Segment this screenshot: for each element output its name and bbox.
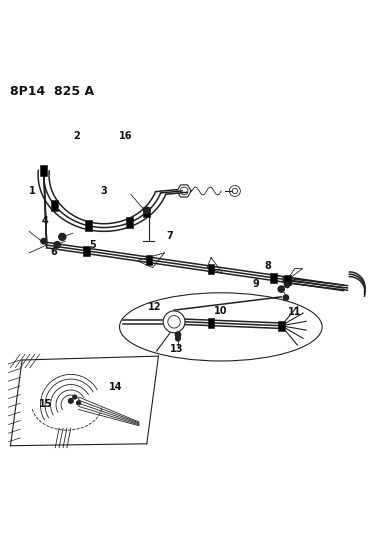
Text: 11: 11: [288, 308, 301, 318]
Text: 15: 15: [39, 399, 52, 409]
Bar: [208, 264, 214, 274]
Bar: [270, 273, 276, 283]
Bar: [208, 318, 214, 328]
Text: 16: 16: [118, 131, 132, 141]
Circle shape: [68, 399, 73, 403]
Circle shape: [232, 188, 238, 193]
Circle shape: [41, 238, 46, 244]
Bar: [278, 321, 285, 331]
Circle shape: [77, 401, 81, 405]
Text: 8P14  825 A: 8P14 825 A: [11, 85, 95, 98]
Text: 9: 9: [253, 279, 259, 289]
Circle shape: [230, 185, 240, 197]
Circle shape: [278, 286, 284, 292]
Text: 14: 14: [109, 382, 122, 392]
Circle shape: [73, 395, 77, 399]
Circle shape: [143, 207, 150, 213]
Circle shape: [175, 332, 181, 337]
Bar: [126, 217, 133, 228]
Bar: [51, 200, 58, 211]
Text: 6: 6: [50, 247, 57, 257]
Text: 12: 12: [148, 302, 161, 312]
Bar: [145, 255, 152, 265]
Circle shape: [168, 316, 180, 328]
Circle shape: [283, 295, 289, 301]
Text: 3: 3: [100, 187, 107, 196]
Text: 5: 5: [89, 240, 96, 250]
Bar: [283, 275, 291, 285]
Text: 10: 10: [214, 306, 228, 316]
Text: 2: 2: [73, 131, 80, 141]
Circle shape: [54, 241, 60, 248]
Circle shape: [180, 187, 188, 195]
Circle shape: [176, 336, 180, 341]
Bar: [85, 220, 92, 231]
Circle shape: [59, 233, 66, 240]
Bar: [40, 165, 47, 176]
Text: 7: 7: [167, 231, 174, 241]
Circle shape: [163, 311, 185, 333]
Text: 4: 4: [42, 216, 49, 227]
Text: 8: 8: [264, 261, 271, 271]
Circle shape: [284, 282, 290, 287]
Bar: [83, 246, 90, 256]
Text: 1: 1: [29, 186, 36, 196]
Text: 13: 13: [170, 344, 183, 354]
Bar: [143, 207, 150, 217]
